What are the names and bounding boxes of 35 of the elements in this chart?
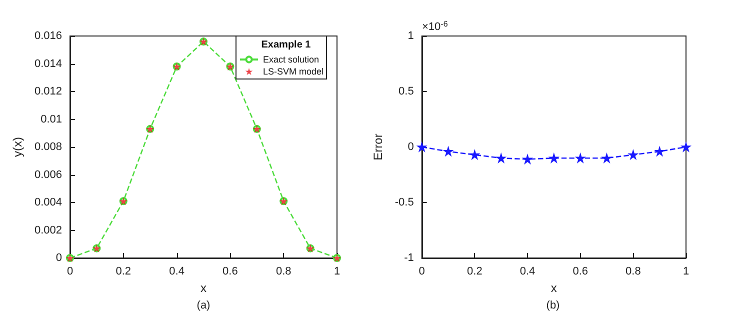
x-tick-label: 1 xyxy=(334,266,340,278)
x-tick-label: 0.8 xyxy=(626,266,641,278)
y-tick-label: 0 xyxy=(408,141,414,153)
x-axis-title: x xyxy=(200,280,206,295)
y-tick-label: -1 xyxy=(404,252,414,264)
y-axis-title: Error xyxy=(371,134,385,160)
y-tick-label: 0 xyxy=(56,252,62,264)
x-tick-label: 0 xyxy=(418,266,425,278)
y-tick-label: 0.008 xyxy=(34,141,62,153)
x-axis-title: x xyxy=(550,280,557,295)
x-tick-label: 1 xyxy=(682,266,690,278)
x-tick-label: 0.6 xyxy=(222,266,238,278)
y-tick-label: -0.5 xyxy=(394,196,414,208)
y-tick-label: 0.006 xyxy=(34,168,62,181)
y-tick-label: 0.016 xyxy=(34,30,62,42)
legend-label: Exact solution xyxy=(263,54,320,64)
x-tick-label: 0.6 xyxy=(572,266,588,278)
x-tick-label: 0 xyxy=(66,266,74,278)
x-tick-label: 0.8 xyxy=(276,266,292,278)
x-tick-label: 0.2 xyxy=(116,266,132,278)
y-tick-label: 0.5 xyxy=(398,86,414,98)
y-tick-label: 0.002 xyxy=(34,224,62,236)
x-tick-label: 0.4 xyxy=(169,266,184,278)
y-tick-label: 1 xyxy=(408,30,414,42)
x-tick-label: 0.2 xyxy=(467,266,482,278)
text: (a) xyxy=(196,300,210,312)
y-tick-label: 0.012 xyxy=(34,86,62,98)
x-tick-label: 0.4 xyxy=(520,266,536,278)
y-axis-title: y(x) xyxy=(10,137,25,157)
legend-title: Example 1 xyxy=(261,40,312,50)
y-tick-label: 0.01 xyxy=(40,113,62,126)
y-tick-label: 0.004 xyxy=(34,196,62,208)
y-tick-label: 0.014 xyxy=(34,58,62,70)
text: (b) xyxy=(546,300,560,312)
legend-label: LS-SVM model xyxy=(263,66,324,76)
